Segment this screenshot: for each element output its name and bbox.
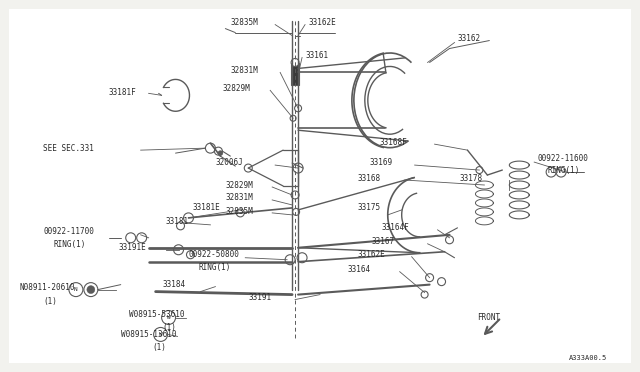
Text: 33164: 33164 xyxy=(348,265,371,274)
Circle shape xyxy=(291,191,299,199)
Text: (1): (1) xyxy=(43,297,57,306)
Text: 32831M: 32831M xyxy=(225,193,253,202)
Text: RING(1): RING(1) xyxy=(53,240,85,249)
Circle shape xyxy=(556,167,566,177)
Circle shape xyxy=(244,164,252,172)
Text: 32835M: 32835M xyxy=(225,208,253,217)
Text: 32835M: 32835M xyxy=(230,18,258,27)
Text: 33178: 33178 xyxy=(460,173,483,183)
Text: W: W xyxy=(159,332,163,337)
Text: SEE SEC.331: SEE SEC.331 xyxy=(43,144,94,153)
Text: W: W xyxy=(166,315,170,320)
Text: RING(1): RING(1) xyxy=(547,166,580,174)
Text: 33184: 33184 xyxy=(163,280,186,289)
Circle shape xyxy=(421,291,428,298)
Circle shape xyxy=(184,213,193,223)
Circle shape xyxy=(293,163,303,173)
Text: 33191: 33191 xyxy=(248,293,271,302)
Text: 32829M: 32829M xyxy=(222,84,250,93)
Text: A333A00.5: A333A00.5 xyxy=(569,355,607,361)
FancyBboxPatch shape xyxy=(9,9,631,363)
Circle shape xyxy=(125,233,136,243)
Text: 00922-50800: 00922-50800 xyxy=(189,250,239,259)
Text: 32006J: 32006J xyxy=(216,158,243,167)
Circle shape xyxy=(294,105,301,112)
Text: (1): (1) xyxy=(152,343,166,352)
Text: FRONT: FRONT xyxy=(477,313,500,322)
Circle shape xyxy=(137,233,147,243)
Text: 33161: 33161 xyxy=(305,51,328,60)
Text: N: N xyxy=(74,287,78,292)
Circle shape xyxy=(173,245,184,255)
Text: 33169: 33169 xyxy=(370,158,393,167)
Text: 33168F: 33168F xyxy=(380,138,408,147)
Circle shape xyxy=(285,255,295,265)
Circle shape xyxy=(177,222,184,230)
Text: N08911-20610: N08911-20610 xyxy=(19,283,75,292)
Text: 33181E: 33181E xyxy=(193,203,220,212)
Circle shape xyxy=(186,251,195,259)
Text: 33168: 33168 xyxy=(358,173,381,183)
Circle shape xyxy=(297,253,307,263)
Circle shape xyxy=(476,167,483,174)
Text: 32831M: 32831M xyxy=(230,66,258,75)
Text: 33175: 33175 xyxy=(358,203,381,212)
Text: W08915-53610: W08915-53610 xyxy=(129,310,184,319)
FancyBboxPatch shape xyxy=(291,64,299,86)
Text: 00922-11600: 00922-11600 xyxy=(537,154,588,163)
Circle shape xyxy=(426,274,433,282)
Text: 33162: 33162 xyxy=(458,34,481,43)
Circle shape xyxy=(214,147,222,155)
Text: 33191E: 33191E xyxy=(119,243,147,252)
Text: 33162E: 33162E xyxy=(358,250,386,259)
Text: 32829M: 32829M xyxy=(225,180,253,189)
Text: 33164F: 33164F xyxy=(382,223,410,232)
Circle shape xyxy=(292,208,300,215)
Circle shape xyxy=(291,58,299,67)
Circle shape xyxy=(445,236,454,244)
Circle shape xyxy=(236,209,244,217)
Circle shape xyxy=(290,115,296,121)
Circle shape xyxy=(546,167,556,177)
Text: 00922-11700: 00922-11700 xyxy=(43,227,94,236)
Text: (1): (1) xyxy=(163,323,177,332)
Text: W08915-13610: W08915-13610 xyxy=(121,330,176,339)
Text: 33162E: 33162E xyxy=(308,18,336,27)
Text: 33181: 33181 xyxy=(166,217,189,227)
Circle shape xyxy=(87,286,95,294)
Text: RING(1): RING(1) xyxy=(198,263,231,272)
Circle shape xyxy=(218,151,223,155)
Text: 33181F: 33181F xyxy=(109,88,136,97)
Circle shape xyxy=(205,143,216,153)
Circle shape xyxy=(438,278,445,286)
Text: 33167: 33167 xyxy=(372,237,395,246)
